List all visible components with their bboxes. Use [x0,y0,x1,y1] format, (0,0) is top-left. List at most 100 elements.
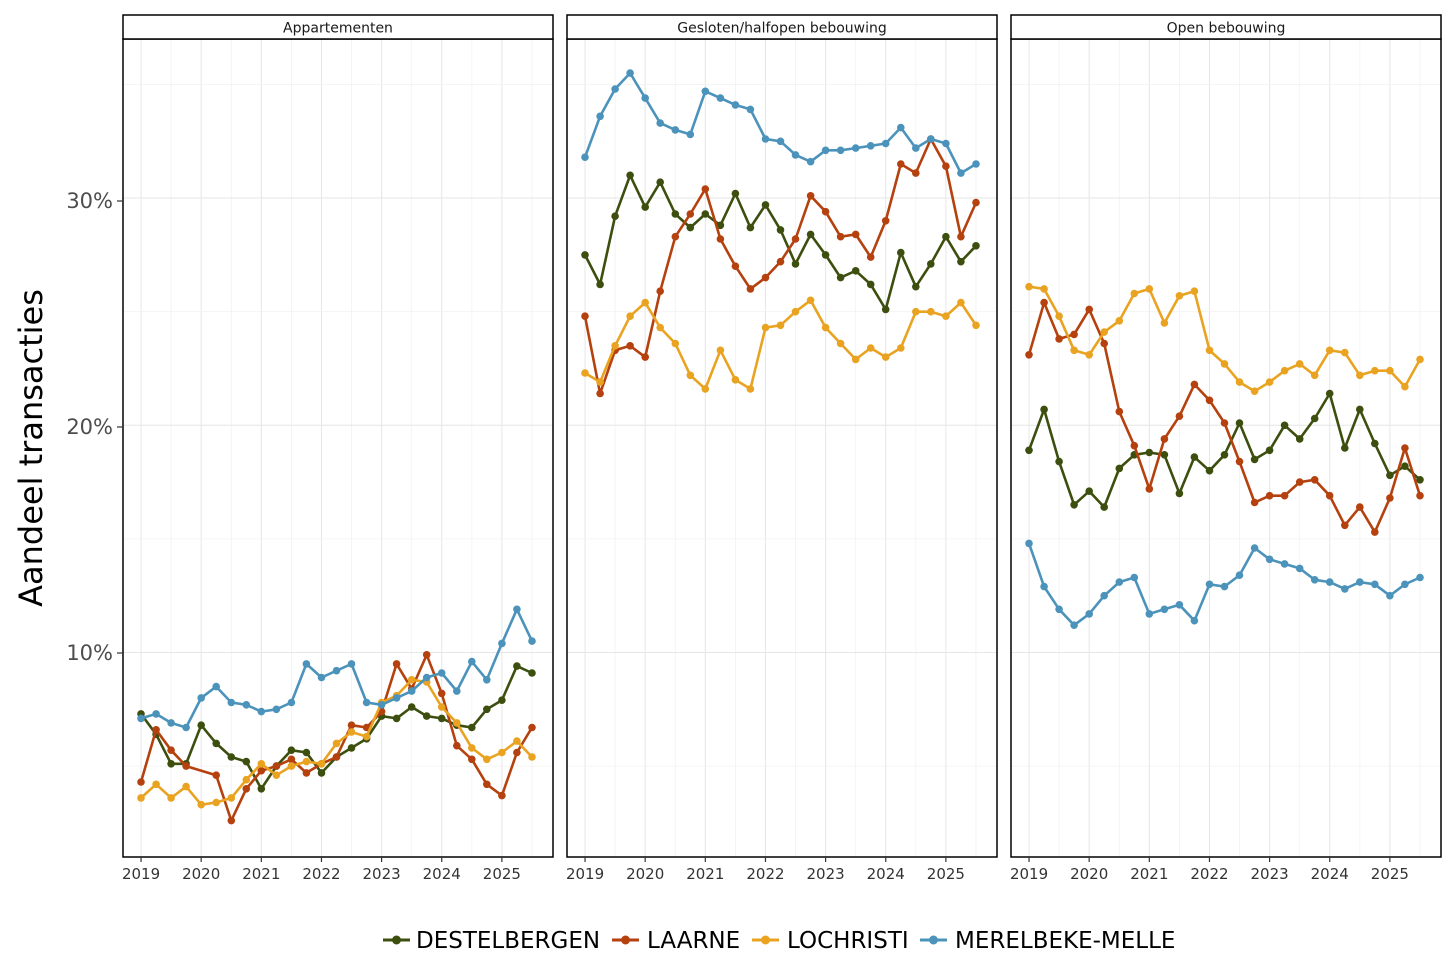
data-point-laarne [1235,457,1244,466]
legend-key-point [392,935,401,945]
data-point-merelbeke-melle [1371,580,1379,589]
data-point-laarne [776,257,785,266]
data-point-destelbergen [927,260,935,268]
x-tick-label: 2020 [1070,865,1108,883]
series-merelbeke-melle [581,69,980,177]
data-point-destelbergen [1070,501,1078,509]
data-point-lochristi [972,321,980,330]
data-point-merelbeke-melle [791,151,800,159]
data-point-lochristi [851,355,860,364]
data-point-destelbergen [1341,444,1349,452]
data-point-lochristi [942,312,950,321]
data-point-lochristi [1055,312,1063,321]
data-point-lochristi [1160,319,1169,327]
data-point-laarne [1190,380,1199,389]
data-point-laarne [866,253,875,261]
data-point-laarne [1055,335,1063,343]
data-point-lochristi [1115,317,1124,325]
data-point-destelbergen [1175,489,1184,498]
data-point-laarne [596,389,604,398]
x-tick-label: 2022 [1190,865,1228,883]
data-point-lochristi [1250,387,1259,396]
series-lochristi [581,296,980,393]
legend-item-laarne: LAARNE [612,928,740,954]
data-point-merelbeke-melle [528,637,536,645]
series-destelbergen [1025,389,1424,511]
data-point-merelbeke-melle [897,123,905,132]
y-axis: 10% 20% 30% [66,189,123,665]
panel-strip [1010,14,1442,40]
data-point-merelbeke-melle [1265,555,1274,564]
data-point-destelbergen [1386,471,1394,480]
data-point-merelbeke-melle [881,139,890,148]
data-point-laarne [227,816,236,825]
data-point-lochristi [912,307,920,316]
data-point-lochristi [167,794,175,802]
data-point-laarne [1250,498,1259,507]
data-point-destelbergen [596,280,604,289]
y-tick-label: 20% [66,415,113,439]
data-point-merelbeke-melle [1205,580,1214,589]
data-point-destelbergen [302,748,311,757]
panel-open-bebouwing: Open bebouwing 2019 2020 2021 2022 2023 2024 2… [1010,14,1442,883]
data-point-destelbergen [437,714,446,723]
series-layer [137,605,536,825]
gridlines [567,39,997,857]
data-point-merelbeke-melle [1250,544,1259,552]
data-point-destelbergen [836,273,845,282]
data-point-destelbergen [1250,455,1259,464]
data-point-merelbeke-melle [686,130,695,139]
series-merelbeke-melle [137,605,536,732]
data-point-merelbeke-melle [1190,616,1199,625]
data-point-laarne [671,232,680,241]
data-point-laarne [1356,503,1364,511]
data-point-lochristi [897,344,905,352]
data-point-destelbergen [881,305,890,314]
data-point-destelbergen [626,171,634,180]
data-point-lochristi [716,346,725,355]
data-point-merelbeke-melle [671,126,680,134]
x-tick-label: 2023 [1251,865,1289,883]
data-point-laarne [881,217,890,225]
data-point-merelbeke-melle [1085,610,1093,618]
data-point-merelbeke-melle [1100,591,1108,600]
data-point-destelbergen [701,210,710,218]
data-point-lochristi [182,782,190,791]
data-point-destelbergen [1280,421,1289,430]
data-point-lochristi [152,780,160,789]
data-point-destelbergen [851,267,860,275]
data-point-merelbeke-melle [1280,560,1289,568]
data-point-laarne [821,207,830,216]
data-point-lochristi [1220,360,1229,368]
data-point-laarne [1325,491,1334,500]
data-point-laarne [1175,412,1184,421]
data-point-laarne [1416,491,1424,500]
x-tick-label: 2025 [1371,865,1409,883]
data-point-lochristi [806,296,815,305]
series-laarne [581,135,980,398]
data-point-lochristi [776,321,785,330]
x-tick-label: 2022 [746,865,784,883]
data-point-laarne [1085,305,1093,314]
data-point-lochristi [611,342,619,350]
data-point-merelbeke-melle [866,142,875,150]
panel-strip [566,14,998,40]
data-point-destelbergen [641,203,649,211]
x-tick-label: 2025 [483,865,521,883]
legend-key-point [929,935,938,945]
x-tick-label: 2021 [242,865,280,883]
data-point-merelbeke-melle [806,157,815,166]
series-lochristi [1025,282,1424,396]
data-point-destelbergen [1220,451,1229,459]
data-point-lochristi [332,739,341,748]
data-point-merelbeke-melle [468,657,476,666]
x-tick-label: 2024 [1311,865,1349,883]
data-point-merelbeke-melle [137,714,145,723]
data-point-destelbergen [1235,419,1244,427]
data-point-merelbeke-melle [287,698,296,707]
data-point-merelbeke-melle [513,605,521,614]
data-point-laarne [1401,444,1409,452]
data-point-laarne [897,160,905,168]
data-point-merelbeke-melle [912,144,920,152]
x-tick-label: 2024 [867,865,905,883]
